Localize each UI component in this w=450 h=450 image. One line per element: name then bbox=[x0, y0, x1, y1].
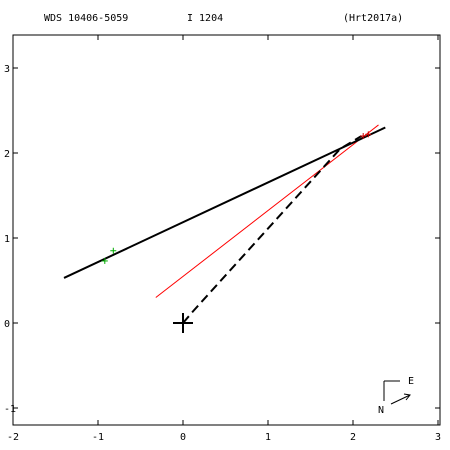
compass-motion-arrow-shaft bbox=[390, 394, 411, 405]
x-tick-label: 3 bbox=[435, 432, 441, 443]
red-point bbox=[360, 133, 367, 139]
y-tick-label: 0 bbox=[4, 319, 10, 330]
green-point bbox=[110, 247, 117, 254]
red-line-layer bbox=[155, 124, 379, 298]
x-tick-label: 0 bbox=[180, 432, 186, 443]
green-point bbox=[101, 257, 108, 264]
x-tick-label: -2 bbox=[7, 432, 19, 443]
header-designation: WDS 10406-5059 bbox=[44, 13, 128, 24]
y-tick-label: 3 bbox=[4, 64, 10, 75]
y-tick-label: -1 bbox=[4, 404, 16, 415]
plot-frame bbox=[12, 34, 441, 426]
header-discoverer: I 1204 bbox=[187, 13, 223, 24]
orbit-line-layer bbox=[63, 126, 386, 279]
x-tick-label: 2 bbox=[350, 432, 356, 443]
y-tick-label: 1 bbox=[4, 234, 10, 245]
orbit-line bbox=[63, 126, 386, 279]
red-point bbox=[365, 131, 372, 138]
axis-ticks bbox=[12, 35, 440, 425]
dashed-projection-line bbox=[182, 135, 363, 324]
red-fit-line bbox=[155, 124, 379, 298]
plot-border bbox=[12, 34, 441, 426]
compass-east-label: E bbox=[408, 376, 414, 387]
dashed-line-layer bbox=[182, 135, 363, 324]
compass-indicator: E N bbox=[378, 376, 414, 416]
primary-star-layer bbox=[173, 313, 193, 333]
axis-tick-labels: -2 -1 0 1 2 3 -1 0 1 2 3 bbox=[4, 64, 441, 443]
x-tick-label: -1 bbox=[92, 432, 104, 443]
compass-north-label: N bbox=[378, 405, 384, 416]
x-tick-label: 1 bbox=[265, 432, 271, 443]
header-reference: (Hrt2017a) bbox=[343, 13, 403, 24]
y-tick-label: 2 bbox=[4, 149, 10, 160]
compass-motion-arrow-head bbox=[403, 393, 411, 401]
point-marks-layer bbox=[101, 131, 372, 264]
